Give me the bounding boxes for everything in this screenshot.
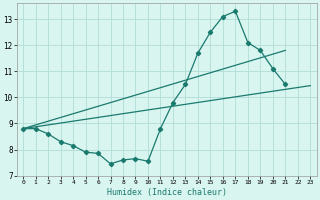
X-axis label: Humidex (Indice chaleur): Humidex (Indice chaleur): [107, 188, 227, 197]
